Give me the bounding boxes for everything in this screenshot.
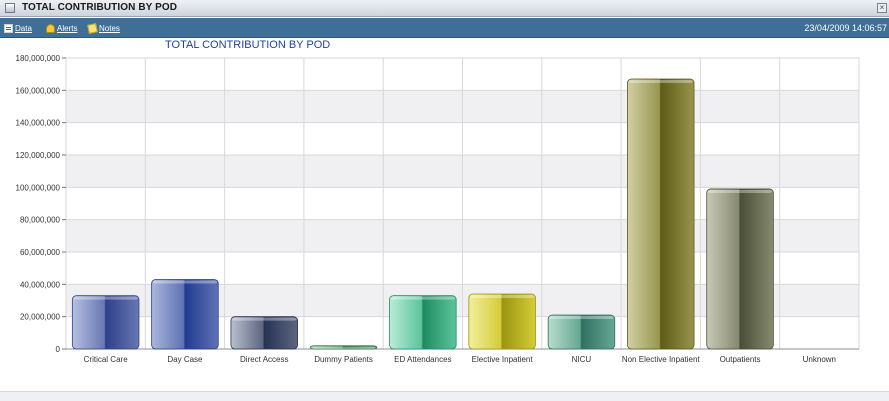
window-icon bbox=[5, 3, 15, 13]
bar-dummy-patients[interactable] bbox=[309, 345, 378, 350]
x-tick-label: Elective Inpatient bbox=[472, 355, 534, 364]
notes-link-label: Notes bbox=[99, 23, 120, 33]
y-tick-label: 100,000,000 bbox=[16, 183, 61, 192]
alerts-link-label: Alerts bbox=[57, 23, 78, 33]
data-link[interactable]: Data bbox=[4, 21, 32, 35]
bar-direct-access[interactable] bbox=[230, 316, 298, 350]
status-bar bbox=[0, 391, 889, 401]
bar-highlight bbox=[152, 280, 218, 284]
bar-highlight bbox=[549, 316, 614, 320]
bar-highlight bbox=[231, 317, 297, 321]
y-tick-label: 140,000,000 bbox=[16, 119, 61, 128]
data-link-label: Data bbox=[15, 23, 32, 33]
x-tick-label: NICU bbox=[572, 355, 592, 364]
x-tick-label: ED Attendances bbox=[394, 355, 451, 364]
y-tick-label: 120,000,000 bbox=[16, 151, 61, 160]
bar-highlight bbox=[628, 80, 694, 84]
bar-chart: 0 20,000,000 40,000,000 60,000,000 80,000,00… bbox=[16, 54, 860, 364]
bar-elective-inpatient[interactable] bbox=[468, 293, 536, 350]
x-tick-label: Direct Access bbox=[240, 355, 288, 364]
bar-highlight bbox=[707, 189, 773, 193]
x-tick-label: Non Elective Inpatient bbox=[622, 355, 701, 364]
bar-highlight bbox=[390, 296, 456, 300]
y-tick-label: 60,000,000 bbox=[20, 248, 61, 257]
y-tick-label: 180,000,000 bbox=[16, 54, 61, 63]
data-icon bbox=[4, 23, 13, 33]
y-tick-label: 80,000,000 bbox=[20, 216, 61, 225]
alert-bell-icon bbox=[46, 23, 55, 33]
report-toolbar: Data Alerts Notes 23/04/2009 14:06:57 bbox=[0, 18, 889, 38]
report-timestamp: 23/04/2009 14:06:57 bbox=[804, 23, 887, 33]
x-tick-label: Outpatients bbox=[720, 355, 761, 364]
bar-outpatients[interactable] bbox=[706, 188, 774, 350]
bar-nicu[interactable] bbox=[547, 314, 616, 350]
note-icon bbox=[87, 22, 98, 34]
notes-link[interactable]: Notes bbox=[87, 21, 120, 35]
window-close-icon[interactable]: × bbox=[877, 3, 887, 13]
bar-day-case[interactable] bbox=[151, 279, 219, 350]
bar-critical-care[interactable] bbox=[71, 295, 140, 350]
chart-title: TOTAL CONTRIBUTION BY POD bbox=[165, 39, 331, 51]
window-title: TOTAL CONTRIBUTION BY POD bbox=[22, 2, 178, 13]
x-tick-label: Dummy Patients bbox=[314, 355, 373, 364]
y-tick-label: 40,000,000 bbox=[20, 280, 61, 289]
y-tick-label: 20,000,000 bbox=[20, 313, 61, 322]
x-tick-label: Day Case bbox=[167, 355, 203, 364]
x-tick-label: Unknown bbox=[803, 355, 836, 364]
x-tick-label: Critical Care bbox=[84, 355, 129, 364]
bar-highlight bbox=[73, 296, 138, 300]
bar-highlight bbox=[311, 346, 376, 349]
alerts-link[interactable]: Alerts bbox=[46, 21, 77, 35]
y-tick-label: 160,000,000 bbox=[16, 86, 61, 95]
bar-ed-attendances[interactable] bbox=[389, 295, 457, 350]
bar-non-elective-inpatient[interactable] bbox=[627, 78, 695, 350]
bar-highlight bbox=[469, 295, 535, 299]
chart-panel: 0 20,000,000 40,000,000 60,000,000 80,000,00… bbox=[4, 48, 885, 390]
window-title-bar: TOTAL CONTRIBUTION BY POD × bbox=[0, 0, 889, 17]
y-tick-label: 0 bbox=[56, 345, 61, 354]
